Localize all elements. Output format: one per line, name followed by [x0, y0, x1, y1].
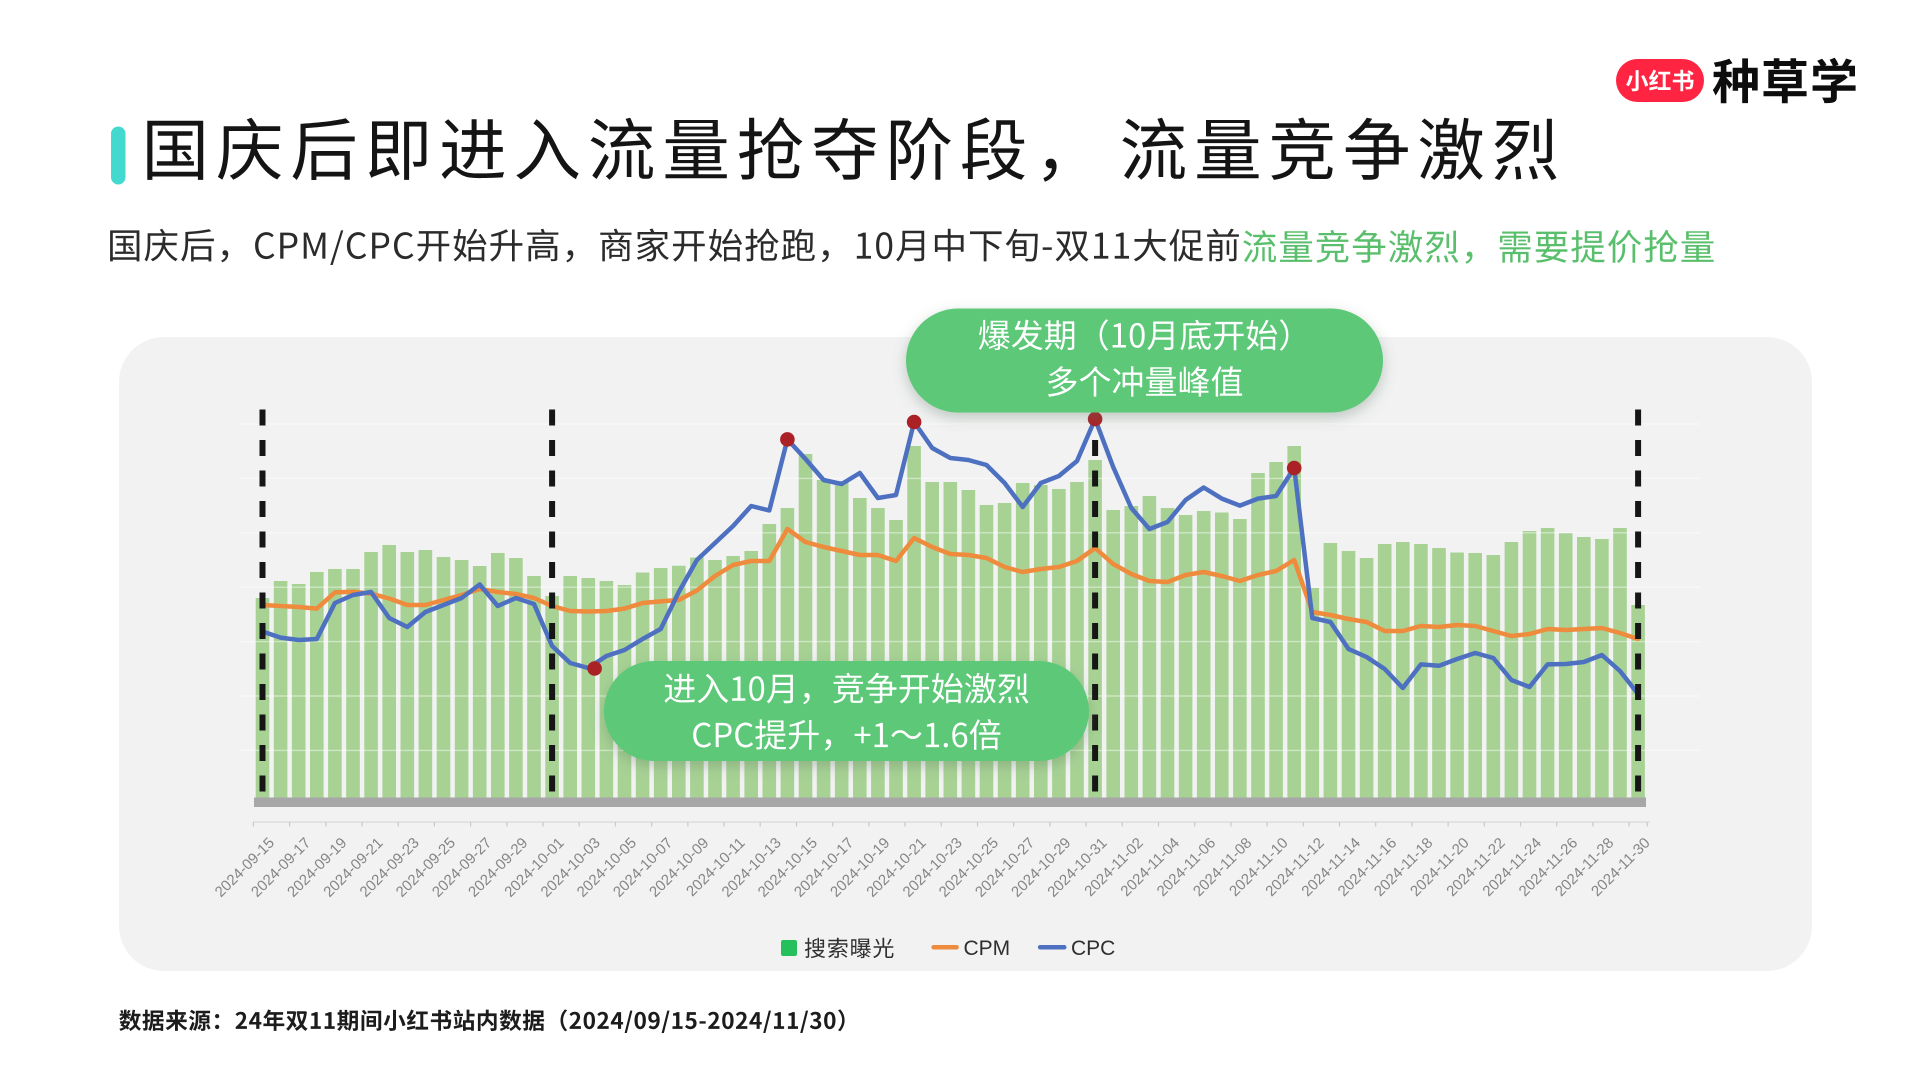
svg-text:CPM: CPM — [964, 937, 1011, 960]
svg-text:CPC: CPC — [1071, 937, 1115, 960]
